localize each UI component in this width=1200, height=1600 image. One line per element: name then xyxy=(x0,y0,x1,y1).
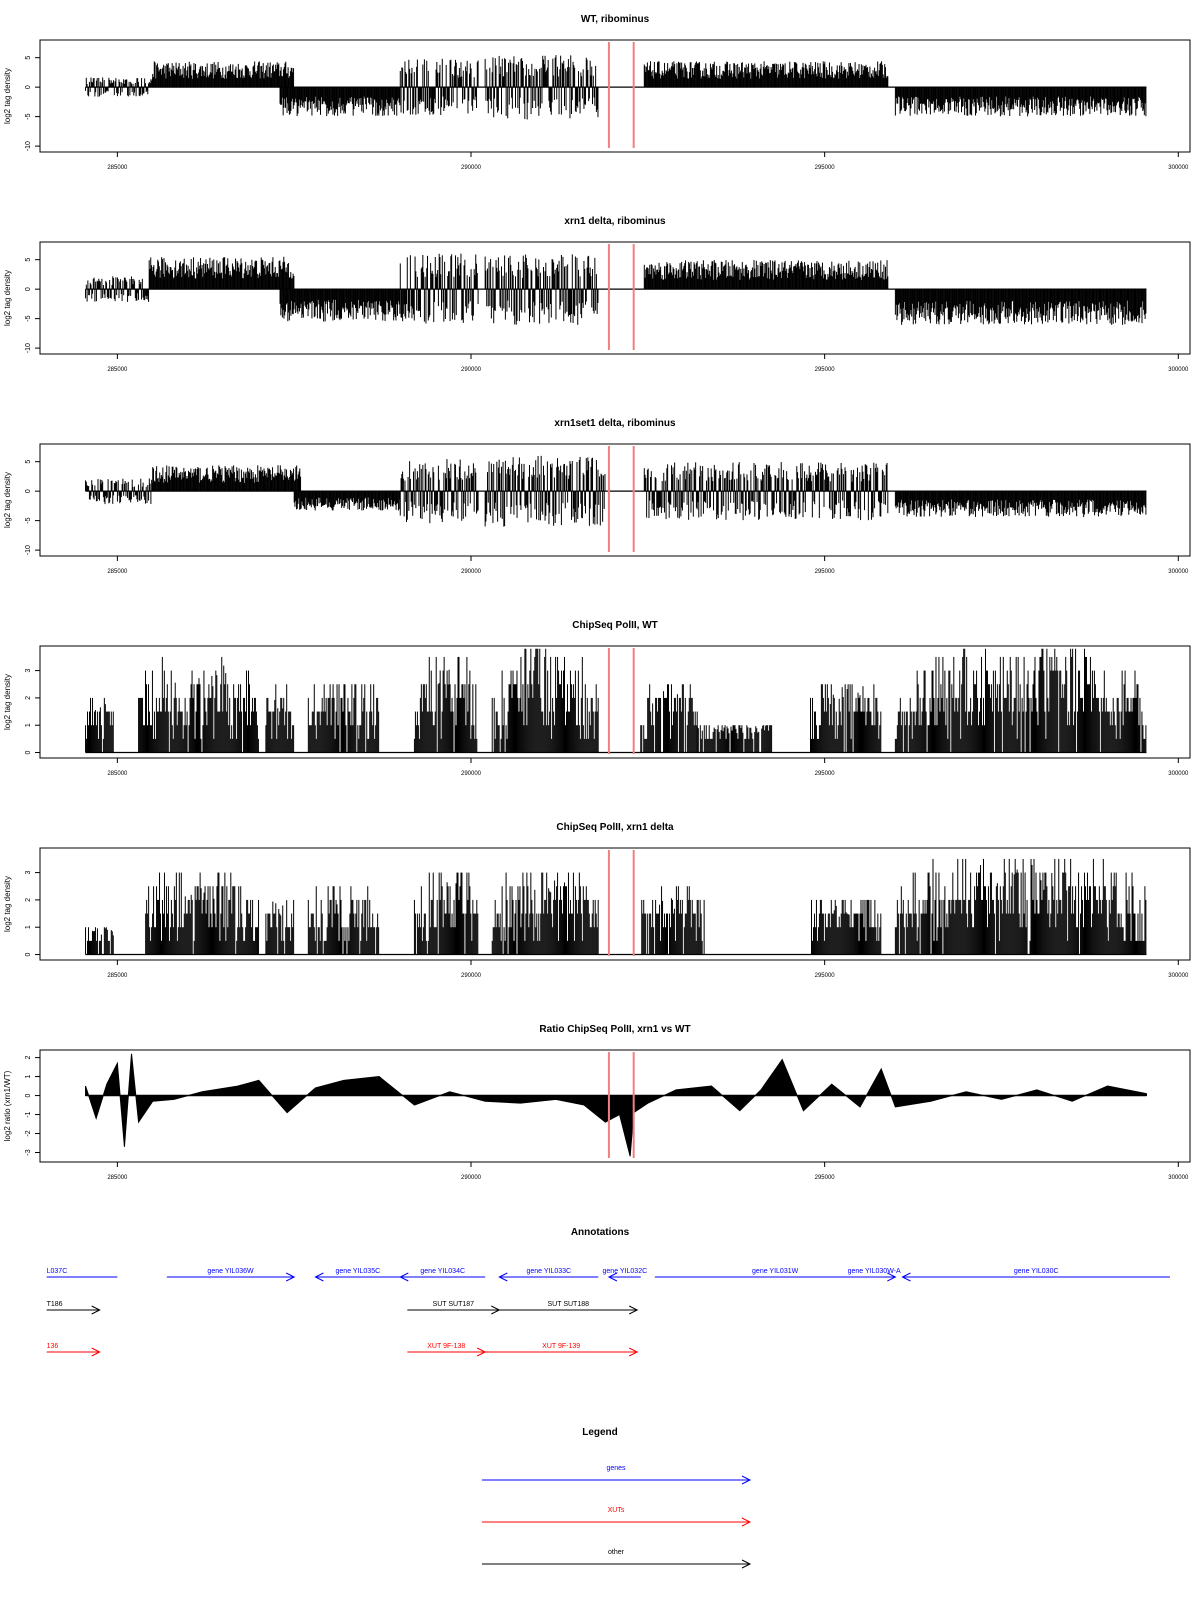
density-segment xyxy=(894,491,1147,518)
y-tick-label: 5 xyxy=(25,56,32,60)
x-tick-label: 285000 xyxy=(107,165,128,171)
x-tick-label: 290000 xyxy=(461,367,482,373)
x-tick-label: 295000 xyxy=(815,973,836,979)
plot-frame xyxy=(39,39,1191,153)
track-panel: ChipSeq PolII, WT log2 tag density 0 1 2 3 285… xyxy=(3,620,1191,777)
density-segment xyxy=(279,87,401,117)
y-tick-label: 3 xyxy=(25,871,32,875)
density-segment xyxy=(484,455,606,527)
track-panel: xrn1set1 delta, ribominus log2 tag densit… xyxy=(3,418,1191,575)
x-tick-label: 300000 xyxy=(1168,367,1189,373)
y-tick-label: 2 xyxy=(25,898,32,902)
y-tick-label: -5 xyxy=(25,517,32,523)
track-panel: ChipSeq PolII, xrn1 delta log2 tag densit… xyxy=(3,822,1191,979)
density-segment xyxy=(894,648,1147,753)
x-tick-label: 290000 xyxy=(461,569,482,575)
y-tick-label: 3 xyxy=(25,669,32,673)
density-segment xyxy=(145,872,260,955)
x-tick-label: 295000 xyxy=(815,367,836,373)
density-segment xyxy=(484,55,599,120)
x-tick-label: 295000 xyxy=(815,569,836,575)
track-title: ChipSeq PolII, xrn1 delta xyxy=(556,822,674,833)
plot-frame xyxy=(39,847,1191,961)
track-title: xrn1 delta, ribominus xyxy=(564,216,666,227)
density-segment xyxy=(148,256,295,290)
y-tick-label: -10 xyxy=(25,343,32,353)
plot-frame xyxy=(39,443,1191,557)
density-segment xyxy=(413,656,478,753)
density-segment xyxy=(85,77,153,97)
y-axis-label: log2 tag density xyxy=(3,674,12,730)
density-segment xyxy=(643,260,889,290)
density-segment xyxy=(399,58,479,115)
density-segment xyxy=(643,462,889,521)
density-segment xyxy=(293,491,401,511)
x-tick-label: 295000 xyxy=(815,165,836,171)
density-segment xyxy=(491,648,599,753)
x-tick-label: 290000 xyxy=(461,771,482,777)
density-segment xyxy=(85,927,114,955)
x-tick-label: 285000 xyxy=(107,367,128,373)
y-axis-label: log2 tag density xyxy=(3,68,12,124)
x-tick-label: 290000 xyxy=(461,973,482,979)
x-tick-label: 285000 xyxy=(107,771,128,777)
y-tick-label: -10 xyxy=(25,545,32,555)
density-segment xyxy=(696,725,773,753)
y-tick-label: 1 xyxy=(25,925,32,929)
y-tick-label: -5 xyxy=(25,315,32,321)
x-tick-label: 300000 xyxy=(1168,771,1189,777)
y-axis-label: log2 tag density xyxy=(3,270,12,326)
x-tick-label: 285000 xyxy=(107,973,128,979)
y-tick-label: 0 xyxy=(25,489,32,493)
density-segment xyxy=(138,656,259,753)
x-tick-label: 295000 xyxy=(815,771,836,777)
y-tick-label: 0 xyxy=(25,750,32,754)
density-segment xyxy=(279,289,401,322)
density-segment xyxy=(265,684,295,753)
density-segment xyxy=(399,253,479,324)
y-axis-label: log2 tag density xyxy=(3,876,12,932)
y-tick-label: -10 xyxy=(25,141,32,151)
density-segment xyxy=(85,478,153,505)
y-tick-label: 2 xyxy=(25,696,32,700)
density-segment xyxy=(894,87,1147,117)
density-segment xyxy=(85,697,114,753)
track-title: xrn1set1 delta, ribominus xyxy=(554,418,676,429)
plot-frame xyxy=(39,241,1191,355)
track-title: ChipSeq PolII, WT xyxy=(572,620,658,631)
track-panel: WT, ribominus log2 tag density -10 -5 0 5 2850… xyxy=(3,14,1191,171)
y-axis-label: log2 tag density xyxy=(3,472,12,528)
density-segment xyxy=(810,684,882,753)
y-tick-label: 5 xyxy=(25,460,32,464)
y-tick-label: 5 xyxy=(25,258,32,262)
track-title: WT, ribominus xyxy=(581,14,650,25)
plot-frame xyxy=(39,645,1191,759)
y-tick-label: -5 xyxy=(25,113,32,119)
density-segment xyxy=(399,459,479,524)
y-tick-label: 0 xyxy=(25,952,32,956)
x-tick-label: 285000 xyxy=(107,569,128,575)
density-segment xyxy=(152,61,295,88)
x-tick-label: 300000 xyxy=(1168,973,1189,979)
y-tick-label: 0 xyxy=(25,287,32,291)
x-tick-label: 300000 xyxy=(1168,569,1189,575)
density-segment xyxy=(484,254,599,325)
x-tick-label: 290000 xyxy=(461,165,482,171)
track-panel: xrn1 delta, ribominus log2 tag density -10… xyxy=(3,216,1191,373)
density-segment xyxy=(894,289,1147,325)
y-tick-label: 0 xyxy=(25,85,32,89)
y-tick-label: 1 xyxy=(25,723,32,727)
x-tick-label: 300000 xyxy=(1168,165,1189,171)
density-segment xyxy=(643,61,889,88)
density-segment xyxy=(152,465,302,492)
density-segment xyxy=(640,684,698,753)
density-segment xyxy=(85,276,150,302)
density-segment xyxy=(307,684,380,753)
